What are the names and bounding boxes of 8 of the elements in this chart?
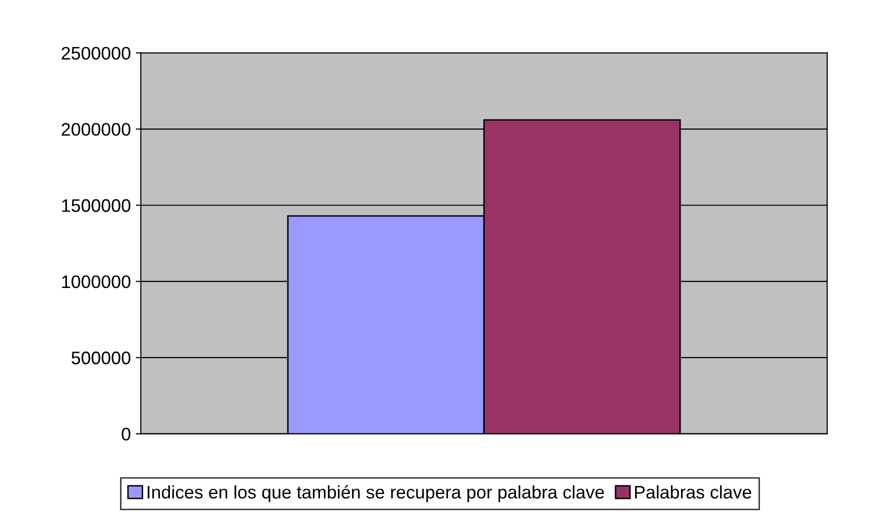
y-tick-label: 2500000 <box>62 46 130 60</box>
y-tick-label: 0 <box>122 428 130 440</box>
legend-label: Indices en los que también se recupera por palabra clave <box>148 485 604 502</box>
legend-label: Palabras clave <box>635 485 752 499</box>
y-tick-label: 500000 <box>72 352 130 364</box>
y-tick-label: 1000000 <box>62 275 130 288</box>
y-tick-label: 2000000 <box>62 123 130 136</box>
y-tick-label: 1500000 <box>62 199 130 212</box>
